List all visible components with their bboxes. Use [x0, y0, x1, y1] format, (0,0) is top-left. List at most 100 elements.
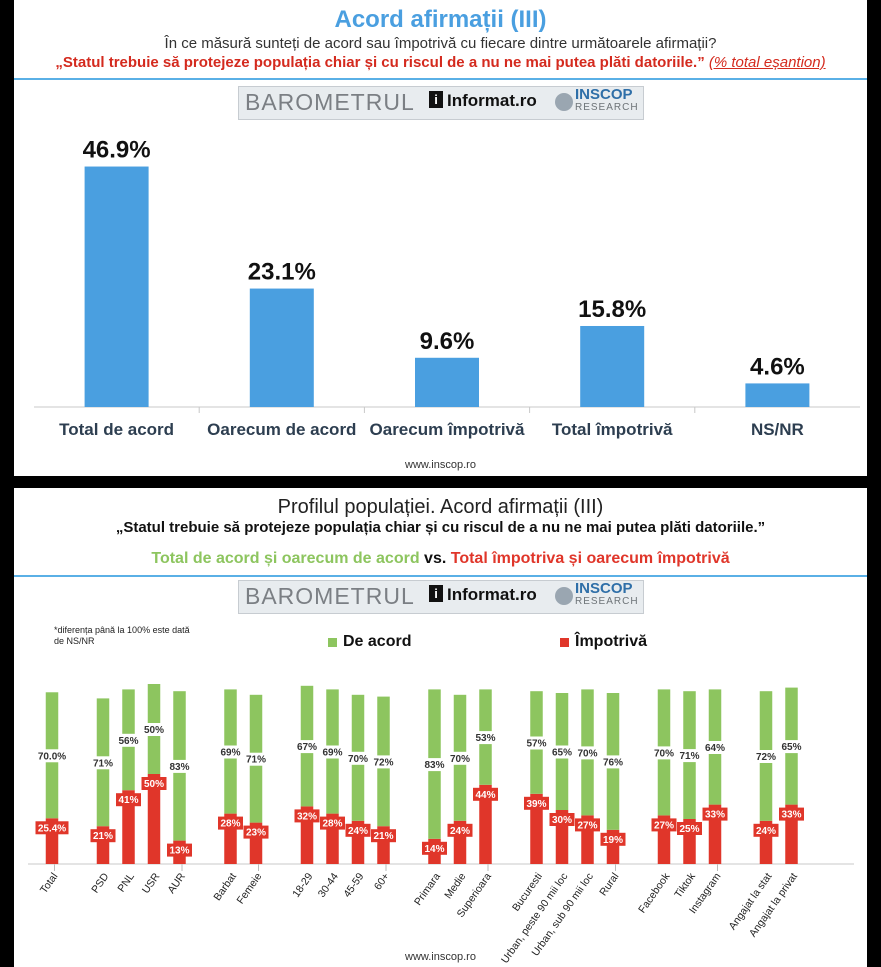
- agree-label-bg-14: [524, 736, 549, 750]
- against-label-12: 24%: [450, 826, 470, 837]
- bar-3: [580, 325, 645, 407]
- against-label-16: 27%: [577, 820, 597, 831]
- value-label-3: 15.8%: [578, 296, 646, 323]
- agree-label-bg-1: [90, 756, 116, 770]
- against-bar-14: [530, 793, 543, 864]
- against-label-bg-8: [320, 816, 345, 830]
- footer-url: www.inscop.ro: [405, 459, 476, 471]
- agree-label-10: 72%: [373, 757, 393, 768]
- category-label-0: Total: [38, 871, 61, 896]
- agree-label-19: 71%: [679, 751, 699, 762]
- value-label-0: 46.9%: [83, 137, 151, 164]
- category-label-11: Primara: [412, 871, 443, 908]
- bar-1: [249, 288, 314, 407]
- legend-swatch-agree: [328, 637, 337, 647]
- agree-label-6: 71%: [246, 755, 266, 766]
- agree-label-11: 83%: [424, 760, 444, 771]
- agree-label-bg-10: [371, 755, 396, 769]
- category-label-4: NS/NR: [751, 420, 804, 439]
- against-label-20: 33%: [705, 810, 725, 821]
- category-label-0: Total de acord: [59, 420, 174, 439]
- value-label-4: 4.6%: [750, 353, 805, 380]
- against-label-3: 50%: [144, 779, 164, 790]
- overall-chart-panel: Acord afirmații (III) În ce măsură sunte…: [14, 0, 867, 476]
- against-label-bg-16: [575, 818, 600, 832]
- against-label-5: 28%: [220, 819, 240, 830]
- agree-label-bg-5: [218, 745, 243, 759]
- legend-agree: De acord: [328, 633, 411, 651]
- category-label-3: Total împotrivă: [552, 420, 673, 439]
- agree-label-bg-0: [35, 749, 69, 763]
- profile-title: Profilul populației. Acord afirmații (II…: [277, 496, 604, 518]
- against-label-19: 25%: [679, 824, 699, 835]
- against-label-8: 28%: [322, 819, 342, 830]
- value-label-1: 23.1%: [248, 259, 316, 286]
- agree-label-bg-15: [549, 745, 575, 759]
- against-label-bg-4: [167, 843, 192, 857]
- against-label-22: 33%: [781, 810, 801, 821]
- agree-label-12: 70%: [450, 754, 470, 765]
- against-label-bg-9: [345, 823, 371, 837]
- against-label-18: 27%: [654, 820, 674, 831]
- agree-label-bg-18: [651, 746, 677, 760]
- logo-research-bottom: RESEARCH: [575, 102, 639, 113]
- agree-label-14: 57%: [526, 739, 546, 750]
- bar-0: [84, 166, 149, 407]
- against-label-bg-21: [753, 823, 779, 837]
- comparison-caption: Total de acord și oarecum de acord vs. T…: [151, 550, 730, 567]
- agree-label-3: 50%: [144, 725, 164, 736]
- category-label-2: Oarecum împotrivă: [370, 420, 525, 439]
- agree-label-bg-12: [447, 751, 473, 765]
- sample-note: (% total eșantion): [708, 54, 826, 71]
- agree-label-17: 76%: [603, 757, 623, 768]
- against-label-bg-1: [90, 829, 116, 843]
- agree-label-21: 72%: [756, 752, 776, 763]
- logo-partner: i Informat.ro: [429, 91, 537, 111]
- category-label-7: 18-29: [290, 871, 315, 900]
- against-label-bg-12: [447, 823, 473, 837]
- category-label-8: 30-44: [316, 871, 341, 900]
- agree-label-bg-4: [167, 759, 192, 773]
- agree-label-16: 70%: [577, 748, 597, 759]
- value-label-2: 9.6%: [420, 328, 475, 355]
- agree-label-bg-17: [600, 755, 626, 769]
- overall-bar-chart: 46.9% Total de acord 23.1% Oarecum de acord…: [34, 137, 860, 439]
- agree-label-bg-7: [294, 740, 320, 754]
- against-label-bg-15: [549, 813, 575, 826]
- against-label-4: 13%: [169, 846, 189, 857]
- against-label-bg-6: [243, 825, 269, 839]
- against-label-bg-7: [294, 809, 320, 823]
- agree-label-bg-2: [116, 733, 141, 747]
- agree-label-20: 64%: [705, 743, 725, 754]
- profile-divider: [14, 575, 867, 577]
- against-label-7: 32%: [297, 811, 317, 822]
- agree-label-9: 70%: [348, 754, 368, 765]
- agree-label-bg-20: [702, 741, 728, 754]
- agree-label-bg-6: [243, 752, 269, 766]
- agree-label-4: 83%: [169, 762, 189, 773]
- against-label-bg-0: [35, 821, 69, 835]
- against-label-11: 14%: [424, 844, 444, 855]
- bar-2: [415, 357, 479, 407]
- against-label-bg-18: [651, 818, 677, 832]
- question-subtitle: În ce măsură sunteți de acord sau împotr…: [164, 35, 717, 52]
- against-label-bg-22: [779, 807, 804, 821]
- logo-research-bottom: RESEARCH: [575, 596, 639, 607]
- barometer-logo-2: BAROMETRUL i Informat.ro INSCOP RESEARCH: [238, 580, 644, 614]
- agree-label-18: 70%: [654, 748, 674, 759]
- agree-label-bg-9: [345, 751, 371, 765]
- category-label-18: Facebook: [636, 870, 673, 915]
- category-label-9: 45-59: [341, 871, 366, 900]
- chart-title: Acord afirmații (III): [334, 6, 547, 33]
- logo-partner: i Informat.ro: [429, 585, 537, 605]
- agree-label-13: 53%: [475, 733, 495, 744]
- agree-label-5: 69%: [220, 748, 240, 759]
- category-label-6: Femeie: [235, 871, 265, 907]
- against-label-bg-3: [141, 777, 167, 790]
- against-label-13: 44%: [475, 790, 495, 801]
- bar-4: [745, 383, 810, 407]
- logo-brand: BAROMETRUL: [245, 583, 415, 609]
- informat-logo-mark: i: [429, 585, 443, 602]
- profile-chart-panel: Profilul populației. Acord afirmații (II…: [14, 488, 867, 967]
- logo-brand: BAROMETRUL: [245, 89, 415, 115]
